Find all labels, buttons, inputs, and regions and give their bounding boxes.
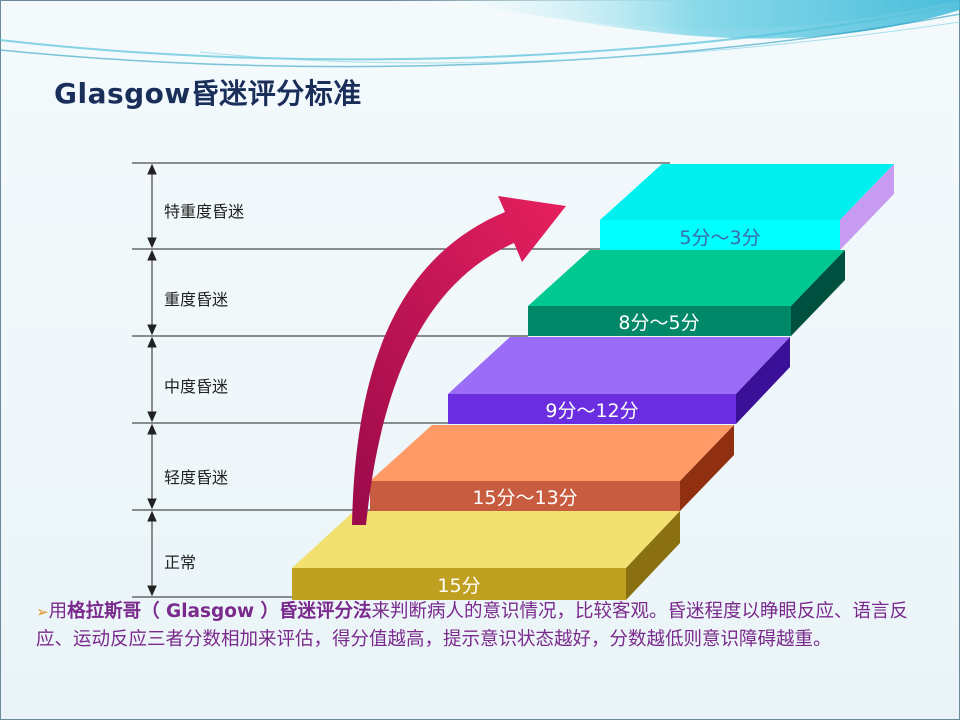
step-heavy: 8分～5分 bbox=[528, 250, 845, 336]
step-front bbox=[448, 394, 736, 424]
step-side bbox=[626, 511, 680, 600]
level-label-normal: 正常 bbox=[164, 553, 196, 572]
step-score-label: 15分～13分 bbox=[472, 487, 577, 509]
page-title: Glasgow昏迷评分标准 bbox=[54, 77, 362, 110]
description-prefix: 用 bbox=[48, 601, 68, 622]
step-side bbox=[791, 250, 845, 336]
header-wave-decoration bbox=[0, 0, 960, 68]
step-front bbox=[528, 306, 791, 336]
level-label-severe-coma: 特重度昏迷 bbox=[164, 202, 244, 221]
step-top bbox=[292, 511, 680, 568]
step-front bbox=[370, 481, 680, 511]
step-top bbox=[600, 164, 894, 220]
step-score-label: 8分～5分 bbox=[618, 312, 699, 334]
description-highlight: 格拉斯哥（ Glasgow ）昏迷评分法 bbox=[67, 601, 372, 622]
score-steps: 15分 15分～13分 9分～12分 8分～5分 5分～3分 bbox=[292, 164, 894, 600]
description-text: ➢用格拉斯哥（ Glasgow ）昏迷评分法来判断病人的意识情况，比较客观。昏迷… bbox=[36, 598, 936, 654]
step-top bbox=[370, 425, 734, 481]
increasing-severity-arrow bbox=[352, 196, 566, 525]
step-side bbox=[736, 337, 790, 424]
step-side bbox=[840, 164, 894, 250]
step-front bbox=[292, 568, 626, 600]
step-normal: 15分 bbox=[292, 511, 680, 600]
level-scale: 特重度昏迷 重度昏迷 中度昏迷 轻度昏迷 正常 bbox=[132, 162, 670, 598]
step-front bbox=[600, 220, 840, 250]
step-mild: 15分～13分 bbox=[370, 425, 734, 511]
step-score-label: 9分～12分 bbox=[545, 400, 638, 422]
description-body: 来判断病人的意识情况，比较客观。昏迷程度以睁眼反应、语言反应、运动反应三者分数相… bbox=[36, 601, 909, 650]
level-label-mild-coma: 轻度昏迷 bbox=[164, 468, 228, 487]
bullet-arrow-icon: ➢ bbox=[36, 603, 49, 621]
step-top bbox=[448, 337, 790, 394]
level-label-moderate-coma: 中度昏迷 bbox=[164, 377, 228, 396]
step-score-label: 5分～3分 bbox=[679, 227, 760, 249]
step-top bbox=[528, 250, 845, 306]
step-score-label: 15分 bbox=[437, 575, 480, 597]
step-severe: 5分～3分 bbox=[600, 164, 894, 250]
level-label-heavy-coma: 重度昏迷 bbox=[164, 290, 228, 309]
step-moderate: 9分～12分 bbox=[448, 337, 790, 424]
step-side bbox=[680, 425, 734, 511]
